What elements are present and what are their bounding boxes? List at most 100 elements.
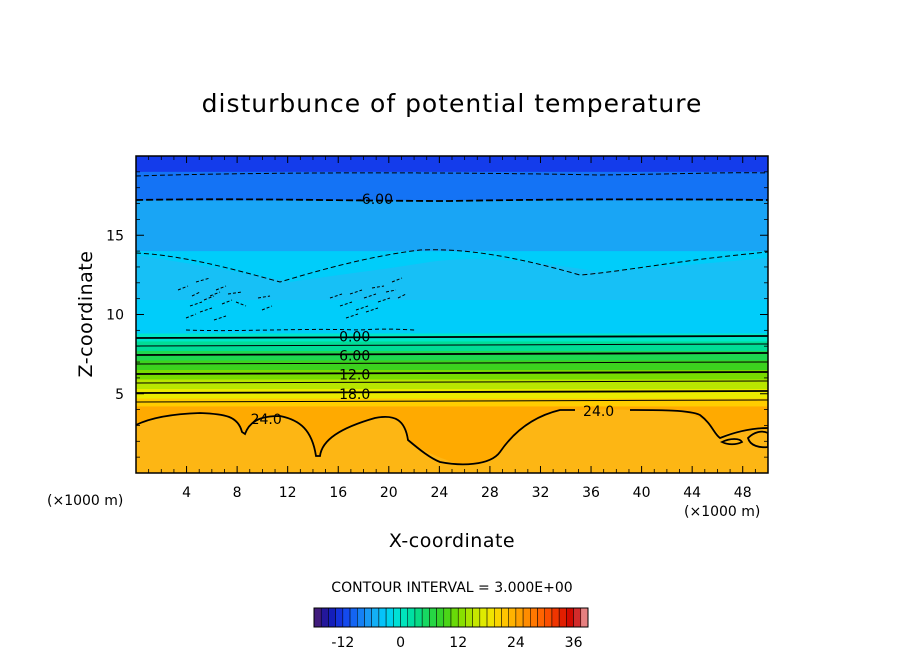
x-tick-label: 24 — [430, 485, 448, 501]
contour-interval-text: CONTOUR INTERVAL = 3.000E+00 — [331, 580, 572, 596]
contour-label: 0.00 — [339, 330, 370, 346]
colorbar-cell — [371, 607, 380, 628]
colorbar-ticks: -12 0 12 24 36 — [331, 635, 582, 651]
colorbar-cell — [450, 607, 459, 628]
field-band-1 — [136, 171, 768, 201]
colorbar-cell — [558, 607, 567, 628]
colorbar-cell — [573, 607, 582, 628]
colorbar-cell — [335, 607, 344, 628]
field-band-9 — [136, 379, 768, 390]
colorbar-cell — [544, 607, 553, 628]
colorbar-cell — [342, 607, 351, 628]
colorbar-cell — [465, 607, 473, 628]
contour-label: 12.0 — [339, 368, 370, 384]
colorbar-cell — [580, 607, 589, 628]
y-axis-label: Z-coordinate — [75, 251, 97, 378]
colorbar-cell — [508, 607, 517, 628]
contour-line-24 — [136, 409, 768, 466]
colorbar-cell — [566, 607, 574, 628]
colorbar-cell — [486, 607, 495, 628]
colorbar-cell — [472, 607, 481, 628]
x-tick-label: 8 — [233, 485, 242, 501]
x-unit-right: (×1000 m) — [684, 504, 760, 520]
colorbar-cell — [551, 607, 560, 628]
field-band-11 — [136, 398, 768, 407]
colorbar-frame — [313, 607, 589, 628]
y-ticks: 5 10 15 — [106, 171, 768, 458]
x-tick-label: 28 — [481, 485, 499, 501]
colorbar-cell — [530, 607, 538, 628]
colorbar-cell — [364, 607, 372, 628]
x-tick-label: 4 — [182, 485, 191, 501]
colorbar-cell — [537, 607, 545, 628]
colorbar-cell — [407, 607, 416, 628]
plot-area — [136, 156, 768, 473]
x-tick-label: 44 — [683, 485, 701, 501]
colorbar-cell — [313, 607, 322, 628]
colorbar-cell — [328, 607, 336, 628]
contour-line-0 — [136, 335, 768, 340]
colorbar-cell — [494, 607, 502, 628]
colorbar-cell — [501, 607, 509, 628]
field-band-10 — [136, 388, 768, 400]
contour-label: 24.0 — [583, 404, 614, 420]
x-ticks: 4 8 12 16 20 24 28 32 36 40 44 48 — [148, 156, 756, 501]
dashed-fragments-left — [177, 277, 273, 321]
colorbar-tick-label: -12 — [331, 635, 354, 651]
contour-label: 24.0 — [251, 412, 282, 428]
y-tick-label: 10 — [106, 308, 124, 324]
colorbar-cell — [393, 607, 401, 628]
colorbar-cell — [436, 607, 445, 628]
contour-line-minus3 — [185, 328, 416, 332]
contour-label: 18.0 — [339, 387, 370, 403]
colorbar-cell — [349, 607, 358, 628]
colorbar-cell — [414, 607, 423, 628]
colorbar-tick-label: 24 — [507, 635, 525, 651]
chart-title: disturbunce of potential temperature — [202, 89, 703, 118]
colorbar-tick-label: 12 — [449, 635, 467, 651]
y-tick-label: 15 — [106, 228, 124, 244]
field-band-6 — [136, 350, 768, 361]
colorbar-cell — [429, 607, 437, 628]
colorbar-cell — [357, 607, 365, 628]
colorbar-cell — [479, 607, 488, 628]
dashed-fragments-right — [329, 277, 407, 319]
contour-label: -6.00 — [357, 192, 393, 208]
contour-labels: -6.00 0.00 6.00 12.0 18.0 24.0 24.0 — [251, 192, 615, 428]
contour-line-24-island — [719, 430, 768, 449]
colorbar-cell — [457, 607, 466, 628]
warm-layer-lighter-region — [136, 409, 768, 473]
x-tick-label: 48 — [734, 485, 752, 501]
contour-label: 6.00 — [339, 349, 370, 365]
x-unit-left: (×1000 m) — [47, 493, 123, 509]
contour-line-minus6 — [136, 249, 768, 283]
field-band-7 — [136, 360, 768, 371]
contour-line-6 — [136, 352, 768, 357]
contour-line-18 — [136, 390, 768, 395]
colorbar-cell — [385, 607, 394, 628]
colorbar-cell — [421, 607, 430, 628]
colorbar-cell — [443, 607, 452, 628]
colorbar-tick-label: 0 — [396, 635, 405, 651]
field-band-5 — [136, 341, 768, 352]
colorbar-cell — [522, 607, 531, 628]
colorbar-tick-label: 36 — [565, 635, 583, 651]
x-tick-label: 32 — [532, 485, 550, 501]
colorbar-cell — [515, 607, 524, 628]
y-tick-label: 5 — [115, 387, 124, 403]
mid-level-blue-patch — [136, 255, 768, 300]
colorbar-cell — [400, 607, 408, 628]
x-tick-label: 40 — [633, 485, 651, 501]
x-tick-label: 12 — [279, 485, 297, 501]
colorbar — [313, 607, 589, 628]
contour-line-12 — [136, 371, 768, 376]
x-tick-label: 16 — [329, 485, 347, 501]
colorbar-cell — [378, 607, 387, 628]
colorbar-cell — [320, 607, 329, 628]
x-tick-label: 20 — [380, 485, 398, 501]
x-tick-label: 36 — [582, 485, 600, 501]
contour-line-minus9 — [136, 198, 768, 202]
field-band-0 — [136, 156, 768, 173]
field-band-8 — [136, 369, 768, 380]
